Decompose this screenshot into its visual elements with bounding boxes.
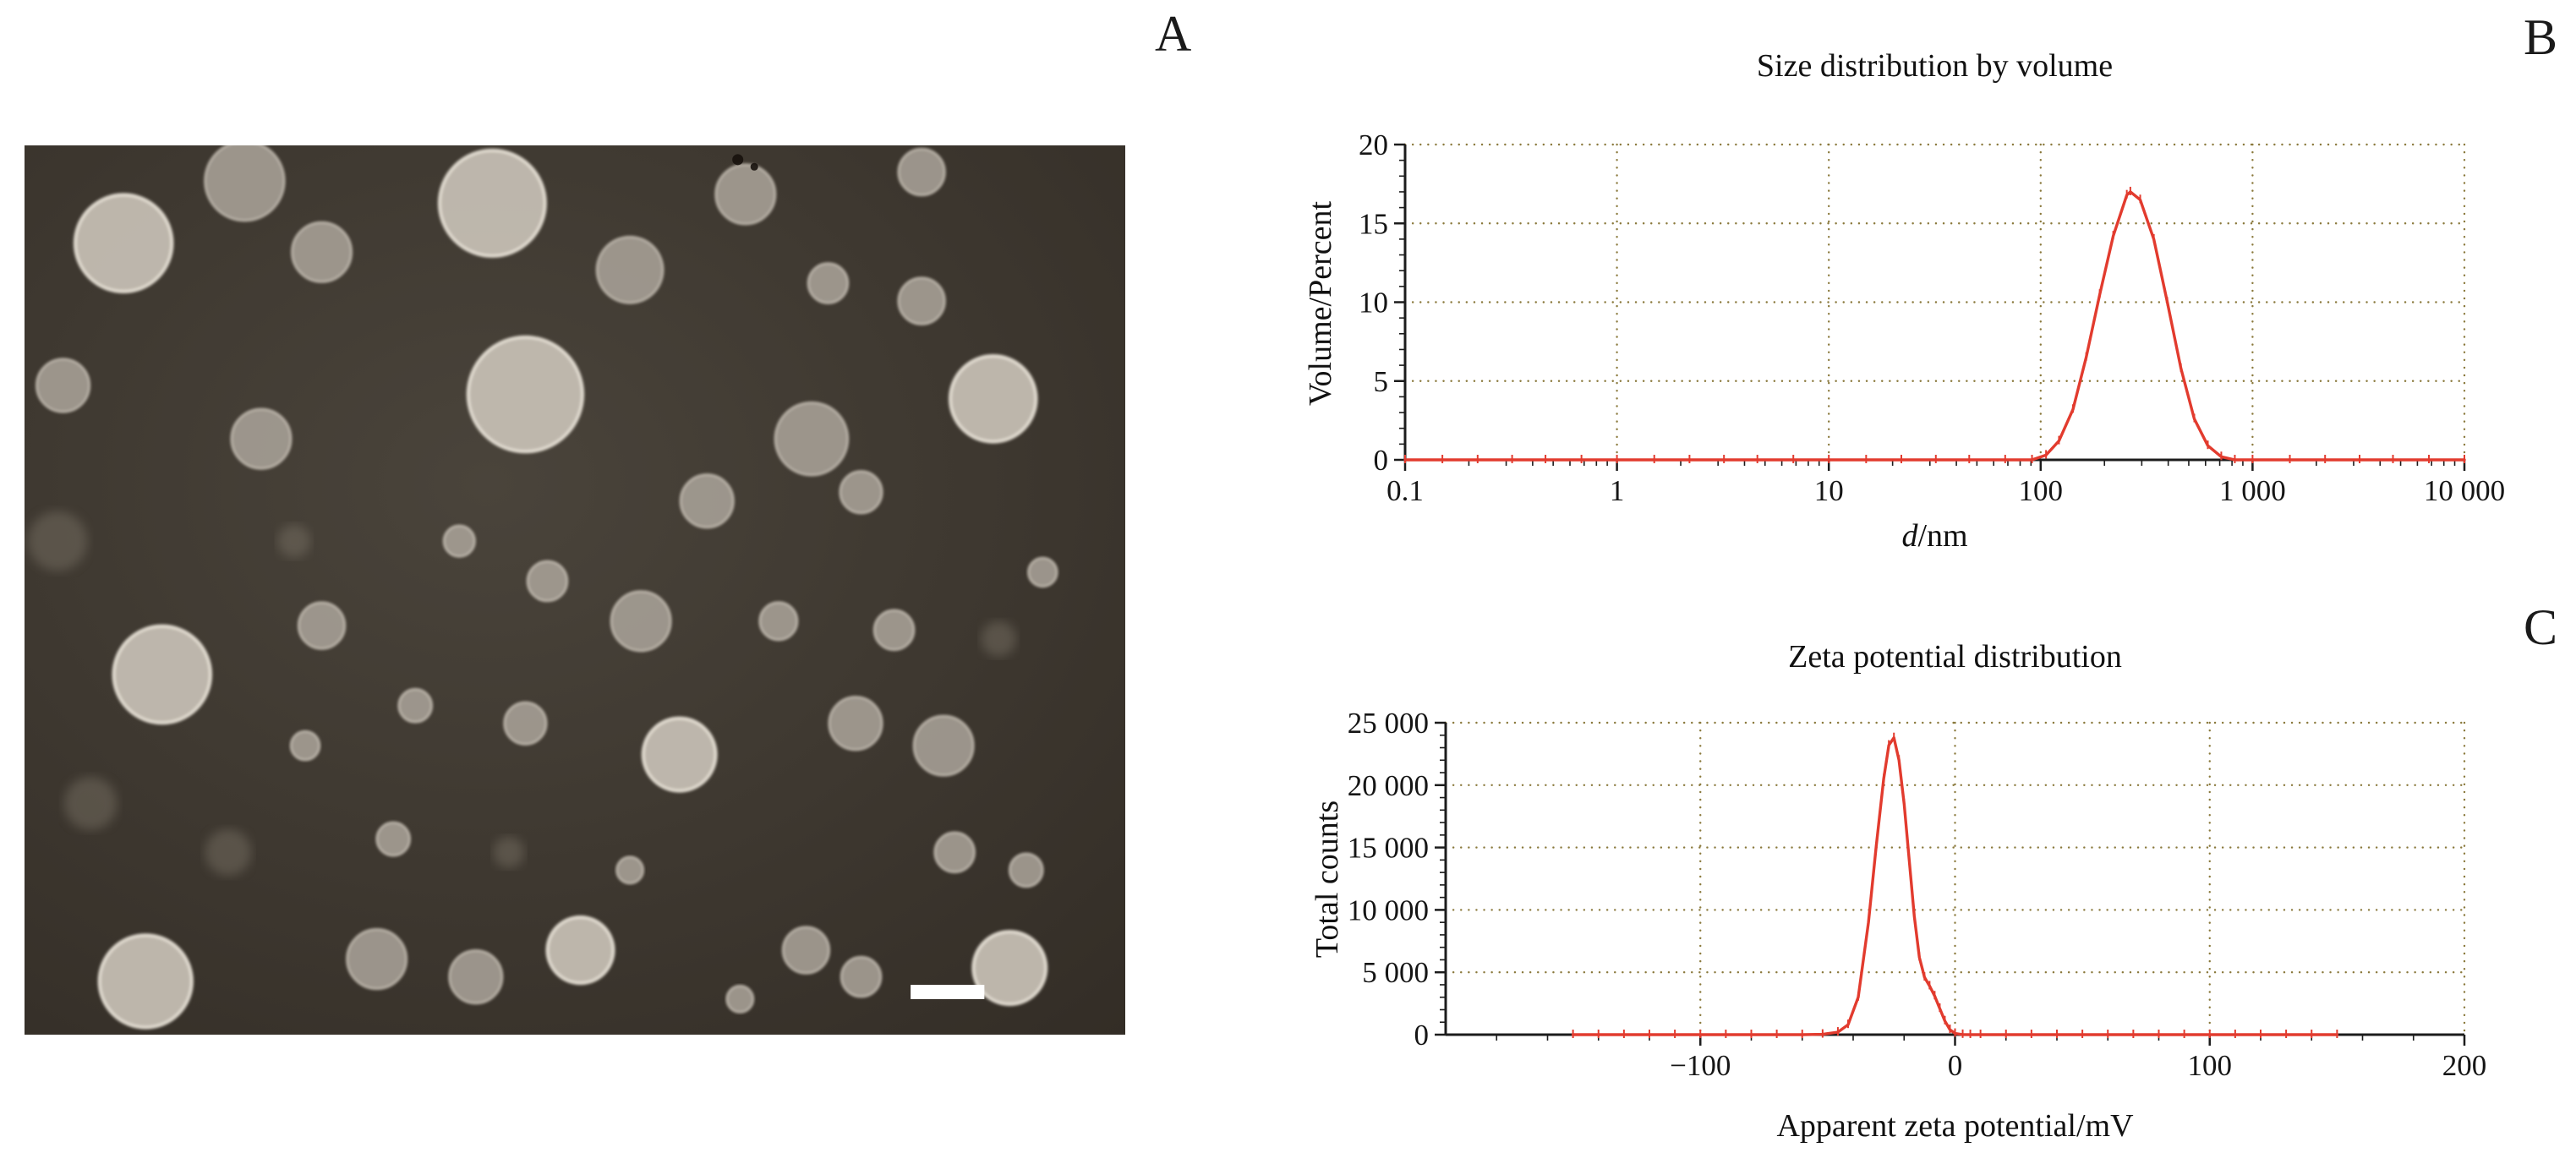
svg-text:0: 0: [1948, 1049, 1963, 1082]
svg-text:15: 15: [1359, 207, 1388, 240]
grid: [1444, 721, 2466, 1036]
particles: [27, 145, 1058, 1030]
svg-text:10: 10: [1359, 287, 1388, 320]
tem-particle: [63, 777, 118, 830]
panel-label-c: C: [2524, 599, 2558, 655]
svg-text:0: 0: [1374, 444, 1389, 477]
tem-dark-spot: [750, 162, 758, 171]
axes: [1435, 721, 2466, 1046]
tem-particle: [971, 930, 1048, 1007]
svg-text:5 000: 5 000: [1362, 956, 1429, 989]
svg-text:15 000: 15 000: [1348, 832, 1429, 865]
tem-particle: [807, 262, 850, 304]
panel-label-a: A: [1155, 6, 1192, 62]
tem-particle: [73, 193, 174, 294]
size-x-axis-label: d/nm: [1405, 517, 2464, 555]
tem-particle: [872, 609, 916, 652]
tem-particle: [503, 701, 548, 746]
svg-text:20 000: 20 000: [1348, 769, 1429, 802]
tem-particle: [641, 716, 718, 793]
tem-particle: [1009, 852, 1044, 888]
tem-particle: [839, 470, 883, 515]
tem-particle: [27, 511, 88, 571]
size-y-axis-label: Volume/Percent: [1303, 200, 1338, 407]
tem-particle: [289, 730, 321, 762]
tem-particle: [912, 714, 975, 777]
svg-text:0.1: 0.1: [1386, 474, 1424, 507]
tem-particle: [679, 473, 735, 529]
svg-text:200: 200: [2442, 1049, 2487, 1082]
svg-text:10: 10: [1814, 474, 1844, 507]
tem-particle: [545, 915, 615, 986]
svg-text:20: 20: [1359, 128, 1388, 161]
tem-particle: [466, 335, 585, 454]
tem-particle: [97, 933, 194, 1030]
zeta-y-axis-label: Total counts: [1310, 800, 1345, 959]
size-chart-title: Size distribution by volume: [1756, 48, 2114, 84]
tem-particle: [758, 601, 799, 642]
tem-particle: [437, 148, 547, 258]
svg-text:1: 1: [1610, 474, 1625, 507]
tem-particle: [615, 855, 644, 885]
tem-particle: [981, 621, 1017, 657]
tem-particle: [375, 821, 411, 857]
svg-text:25 000: 25 000: [1348, 707, 1429, 740]
zeta-potential-plot: −100 0 100 200 0 5 000 10 000 15 000 20 000 25 00…: [1348, 707, 2487, 1082]
svg-text:5: 5: [1374, 365, 1389, 398]
svg-text:1 000: 1 000: [2219, 474, 2286, 507]
tem-particle: [714, 163, 777, 226]
tem-particle: [595, 235, 665, 304]
tem-particle: [840, 955, 883, 998]
tem-particle: [1027, 556, 1058, 588]
tem-particle: [948, 354, 1038, 444]
tem-particle: [204, 145, 286, 222]
tem-particle: [897, 276, 946, 325]
svg-text:10 000: 10 000: [1348, 893, 1429, 926]
grid: [1403, 143, 2466, 462]
tem-particle: [36, 358, 91, 413]
tem-particle: [297, 601, 347, 650]
size-x-label-symbol: d: [1901, 518, 1918, 554]
zeta-potential-panel: Zeta potential distribution −100 0 100 200 0…: [1302, 604, 2536, 1162]
tem-dark-spot: [732, 154, 744, 166]
tem-particle: [933, 831, 976, 874]
tem-particle: [526, 560, 569, 603]
tem-particle: [725, 985, 755, 1014]
tem-particle: [774, 401, 850, 477]
tem-particle: [781, 926, 831, 975]
tem-particle: [397, 687, 433, 724]
tem-micrograph: [25, 145, 1125, 1035]
tem-particle: [897, 147, 946, 197]
tem-particle: [346, 928, 408, 990]
tem-particle: [448, 949, 504, 1005]
svg-text:100: 100: [2188, 1049, 2233, 1082]
tem-particle: [205, 828, 252, 876]
series-volume: [1403, 186, 2466, 463]
svg-text:0: 0: [1414, 1019, 1430, 1052]
zeta-chart-title: Zeta potential distribution: [1788, 639, 2122, 675]
tick-labels: 0.1 1 10 100 1 000 10 000 0 5 10 15 20: [1359, 128, 2505, 507]
tem-particle: [277, 524, 311, 558]
tem-particle: [610, 590, 672, 653]
series-counts: [1571, 732, 2339, 1038]
tem-particle: [112, 624, 213, 725]
panel-label-b: B: [2524, 9, 2558, 65]
tem-particle: [442, 524, 476, 558]
svg-text:100: 100: [2019, 474, 2064, 507]
tem-particle: [291, 221, 353, 283]
svg-text:10 000: 10 000: [2424, 474, 2505, 507]
size-distribution-plot: 0.1 1 10 100 1 000 10 000 0 5 10 15 20: [1359, 128, 2505, 507]
scale-bar: [911, 985, 985, 999]
tem-particle: [230, 407, 293, 470]
tem-background: [25, 145, 1125, 1035]
size-x-label-unit: /nm: [1917, 518, 1968, 554]
axes: [1394, 143, 2466, 471]
svg-text:−100: −100: [1670, 1049, 1731, 1082]
zeta-x-axis-label: Apparent zeta potential/mV: [1776, 1108, 2134, 1144]
tick-labels: −100 0 100 200 0 5 000 10 000 15 000 20 000 25 00…: [1348, 707, 2487, 1082]
tem-particle: [828, 696, 883, 751]
size-distribution-panel: Size distribution by volume 0.1 1 10 100 1 0…: [1302, 25, 2536, 566]
tem-particle: [493, 837, 525, 868]
